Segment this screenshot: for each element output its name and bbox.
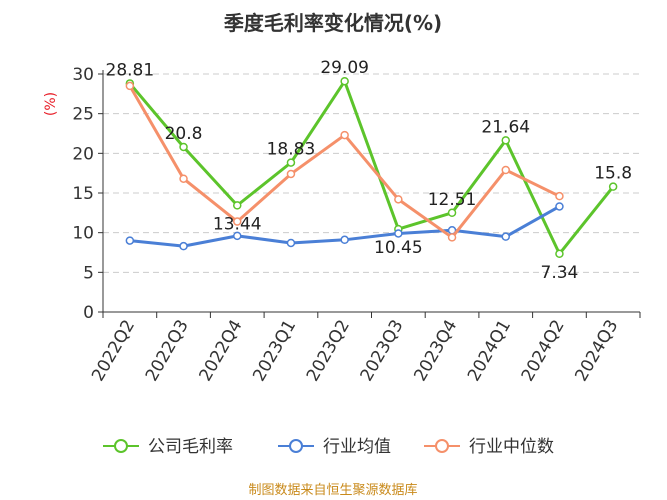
data-point-0 — [340, 76, 349, 86]
data-point-2 — [447, 233, 457, 242]
data-point-0 — [501, 136, 510, 145]
data-point-2 — [394, 195, 403, 204]
legend-label: 公司毛利率 — [148, 437, 233, 457]
data-point-0 — [555, 249, 564, 259]
data-point-0 — [179, 142, 188, 152]
data-point-1 — [340, 235, 349, 245]
data-point-0 — [286, 158, 296, 167]
series-line-2 — [128, 85, 561, 239]
data-label: 28.81 — [106, 60, 155, 80]
x-axis-ticks: 2022Q2 2022Q3 2022Q4 2023Q1 2023Q2 2023Q3 2023… — [88, 312, 641, 385]
data-point-2 — [501, 165, 510, 175]
chart-title: 季度毛利率变化情况(%) — [223, 11, 442, 35]
x-tick-label: 2024Q3 — [571, 317, 622, 385]
y-tick-label: 25 — [72, 105, 94, 125]
x-tick-label: 2023Q3 — [357, 317, 408, 385]
x-tick-label: 2022Q2 — [88, 317, 139, 385]
legend-label: 行业均值 — [323, 437, 391, 457]
y-tick-label: 5 — [83, 263, 94, 283]
legend-marker-0 — [114, 439, 128, 453]
x-tick-label: 2023Q1 — [249, 317, 300, 385]
x-tick-label: 2023Q2 — [303, 317, 354, 385]
data-label: 29.09 — [320, 58, 369, 78]
data-label: 18.83 — [267, 140, 316, 160]
data-point-1 — [125, 236, 135, 245]
data-point-2 — [555, 191, 564, 201]
y-tick-label: 20 — [72, 144, 94, 164]
data-point-1 — [501, 232, 510, 241]
data-point-2 — [179, 174, 188, 183]
y-axis-ticks: 0 5 10 15 20 25 30 — [72, 65, 103, 323]
data-point-2 — [340, 130, 349, 140]
data-point-2 — [125, 81, 135, 91]
y-tick-label: 10 — [72, 224, 94, 244]
x-tick-label: 2023Q4 — [410, 317, 461, 385]
series-group — [125, 76, 618, 259]
legend-marker-1 — [289, 439, 303, 453]
series-line-0 — [128, 79, 615, 256]
data-point-2 — [286, 169, 296, 179]
legend: 公司毛利率 行业均值 行业中位数 — [103, 437, 554, 457]
data-point-0 — [447, 208, 457, 218]
data-label: 12.51 — [428, 190, 477, 210]
data-point-2 — [233, 217, 242, 226]
x-tick-label: 2022Q3 — [142, 317, 193, 385]
y-tick-label: 15 — [72, 184, 94, 204]
x-tick-label: 2024Q1 — [464, 317, 515, 385]
data-labels: 28.81 20.8 13.44 18.83 29.09 10.45 12.51 21.64 7… — [106, 58, 633, 283]
data-label: 10.45 — [374, 238, 423, 258]
data-label: 21.64 — [481, 117, 530, 137]
legend-marker-2 — [435, 439, 449, 453]
data-point-1 — [555, 202, 564, 211]
y-tick-label: 30 — [72, 65, 94, 85]
source-note: 制图数据来自恒生聚源数据库 — [248, 482, 417, 498]
legend-label: 行业中位数 — [469, 437, 554, 457]
data-point-1 — [394, 229, 403, 238]
x-tick-label: 2024Q2 — [518, 317, 569, 385]
data-point-1 — [286, 238, 296, 248]
data-label: 13.44 — [213, 214, 262, 234]
data-label: 20.8 — [165, 124, 203, 144]
x-tick-label: 2022Q4 — [196, 317, 247, 385]
data-point-1 — [179, 241, 188, 251]
data-point-1 — [233, 231, 242, 241]
data-label: 7.34 — [541, 263, 579, 283]
data-point-0 — [233, 201, 242, 210]
data-label: 15.8 — [594, 164, 632, 184]
y-tick-label: 0 — [83, 303, 94, 323]
data-point-0 — [608, 182, 618, 191]
y-axis-label: (%) — [43, 92, 59, 116]
